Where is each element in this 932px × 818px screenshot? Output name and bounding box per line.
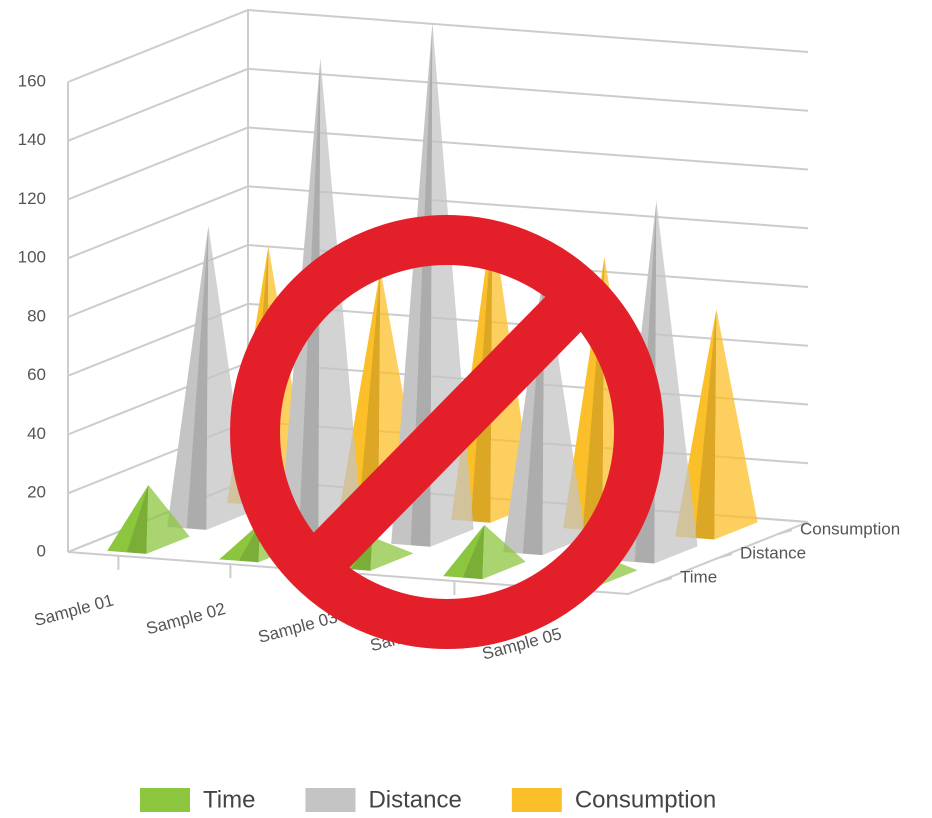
x-tick-label: Sample 03 <box>256 607 339 646</box>
y-tick-label: 40 <box>27 424 46 443</box>
y-tick-label: 20 <box>27 483 46 502</box>
y-tick-label: 100 <box>18 248 46 267</box>
sign-bar <box>292 274 603 590</box>
pyramid-shade <box>694 309 717 540</box>
pyramid-shade <box>358 269 381 515</box>
y-tick-label: 60 <box>27 365 46 384</box>
y-tick-label: 140 <box>18 130 46 149</box>
prohibition-sign <box>230 215 664 649</box>
grid-line <box>67 8 809 83</box>
pyramid-shade <box>462 524 485 580</box>
pyramid-shade <box>186 226 209 530</box>
pyramid-shade <box>410 22 433 547</box>
depth-label: Time <box>680 567 717 586</box>
y-tick-label: 120 <box>18 189 46 208</box>
depth-tick <box>777 529 793 535</box>
plot: 0 20 40 60 80 100 120 140 160 Sample 01 Sample 02 S… <box>18 8 900 664</box>
legend-label: Time <box>203 786 255 813</box>
legend-label: Consumption <box>575 786 716 813</box>
pyramid-side <box>714 309 758 540</box>
x-tick-label: Sample 02 <box>144 599 227 638</box>
pyramid <box>167 226 209 530</box>
pyramid-side <box>654 200 698 564</box>
legend-swatch <box>305 788 356 812</box>
pyramid-side <box>482 524 526 580</box>
y-tick-label: 80 <box>27 306 46 325</box>
sign-circle <box>230 215 664 649</box>
depth-tick <box>657 577 673 583</box>
depth-label: Consumption <box>800 519 900 538</box>
pyramid <box>443 524 485 580</box>
pyramid <box>219 522 261 563</box>
depth-tick <box>717 553 733 559</box>
legend-label: Distance <box>368 786 461 813</box>
legend-swatch <box>511 788 562 812</box>
pyramid-side <box>146 485 190 554</box>
pyramid <box>391 22 433 547</box>
depth-label: Distance <box>740 543 806 562</box>
y-tick-label: 160 <box>18 71 46 90</box>
y-tick-label: 0 <box>37 541 46 560</box>
legend-swatch <box>140 788 190 812</box>
x-tick-label: Sample 01 <box>32 591 115 630</box>
pyramid-side <box>370 537 414 571</box>
pyramid <box>107 485 149 554</box>
pyramid-shade <box>126 485 149 554</box>
